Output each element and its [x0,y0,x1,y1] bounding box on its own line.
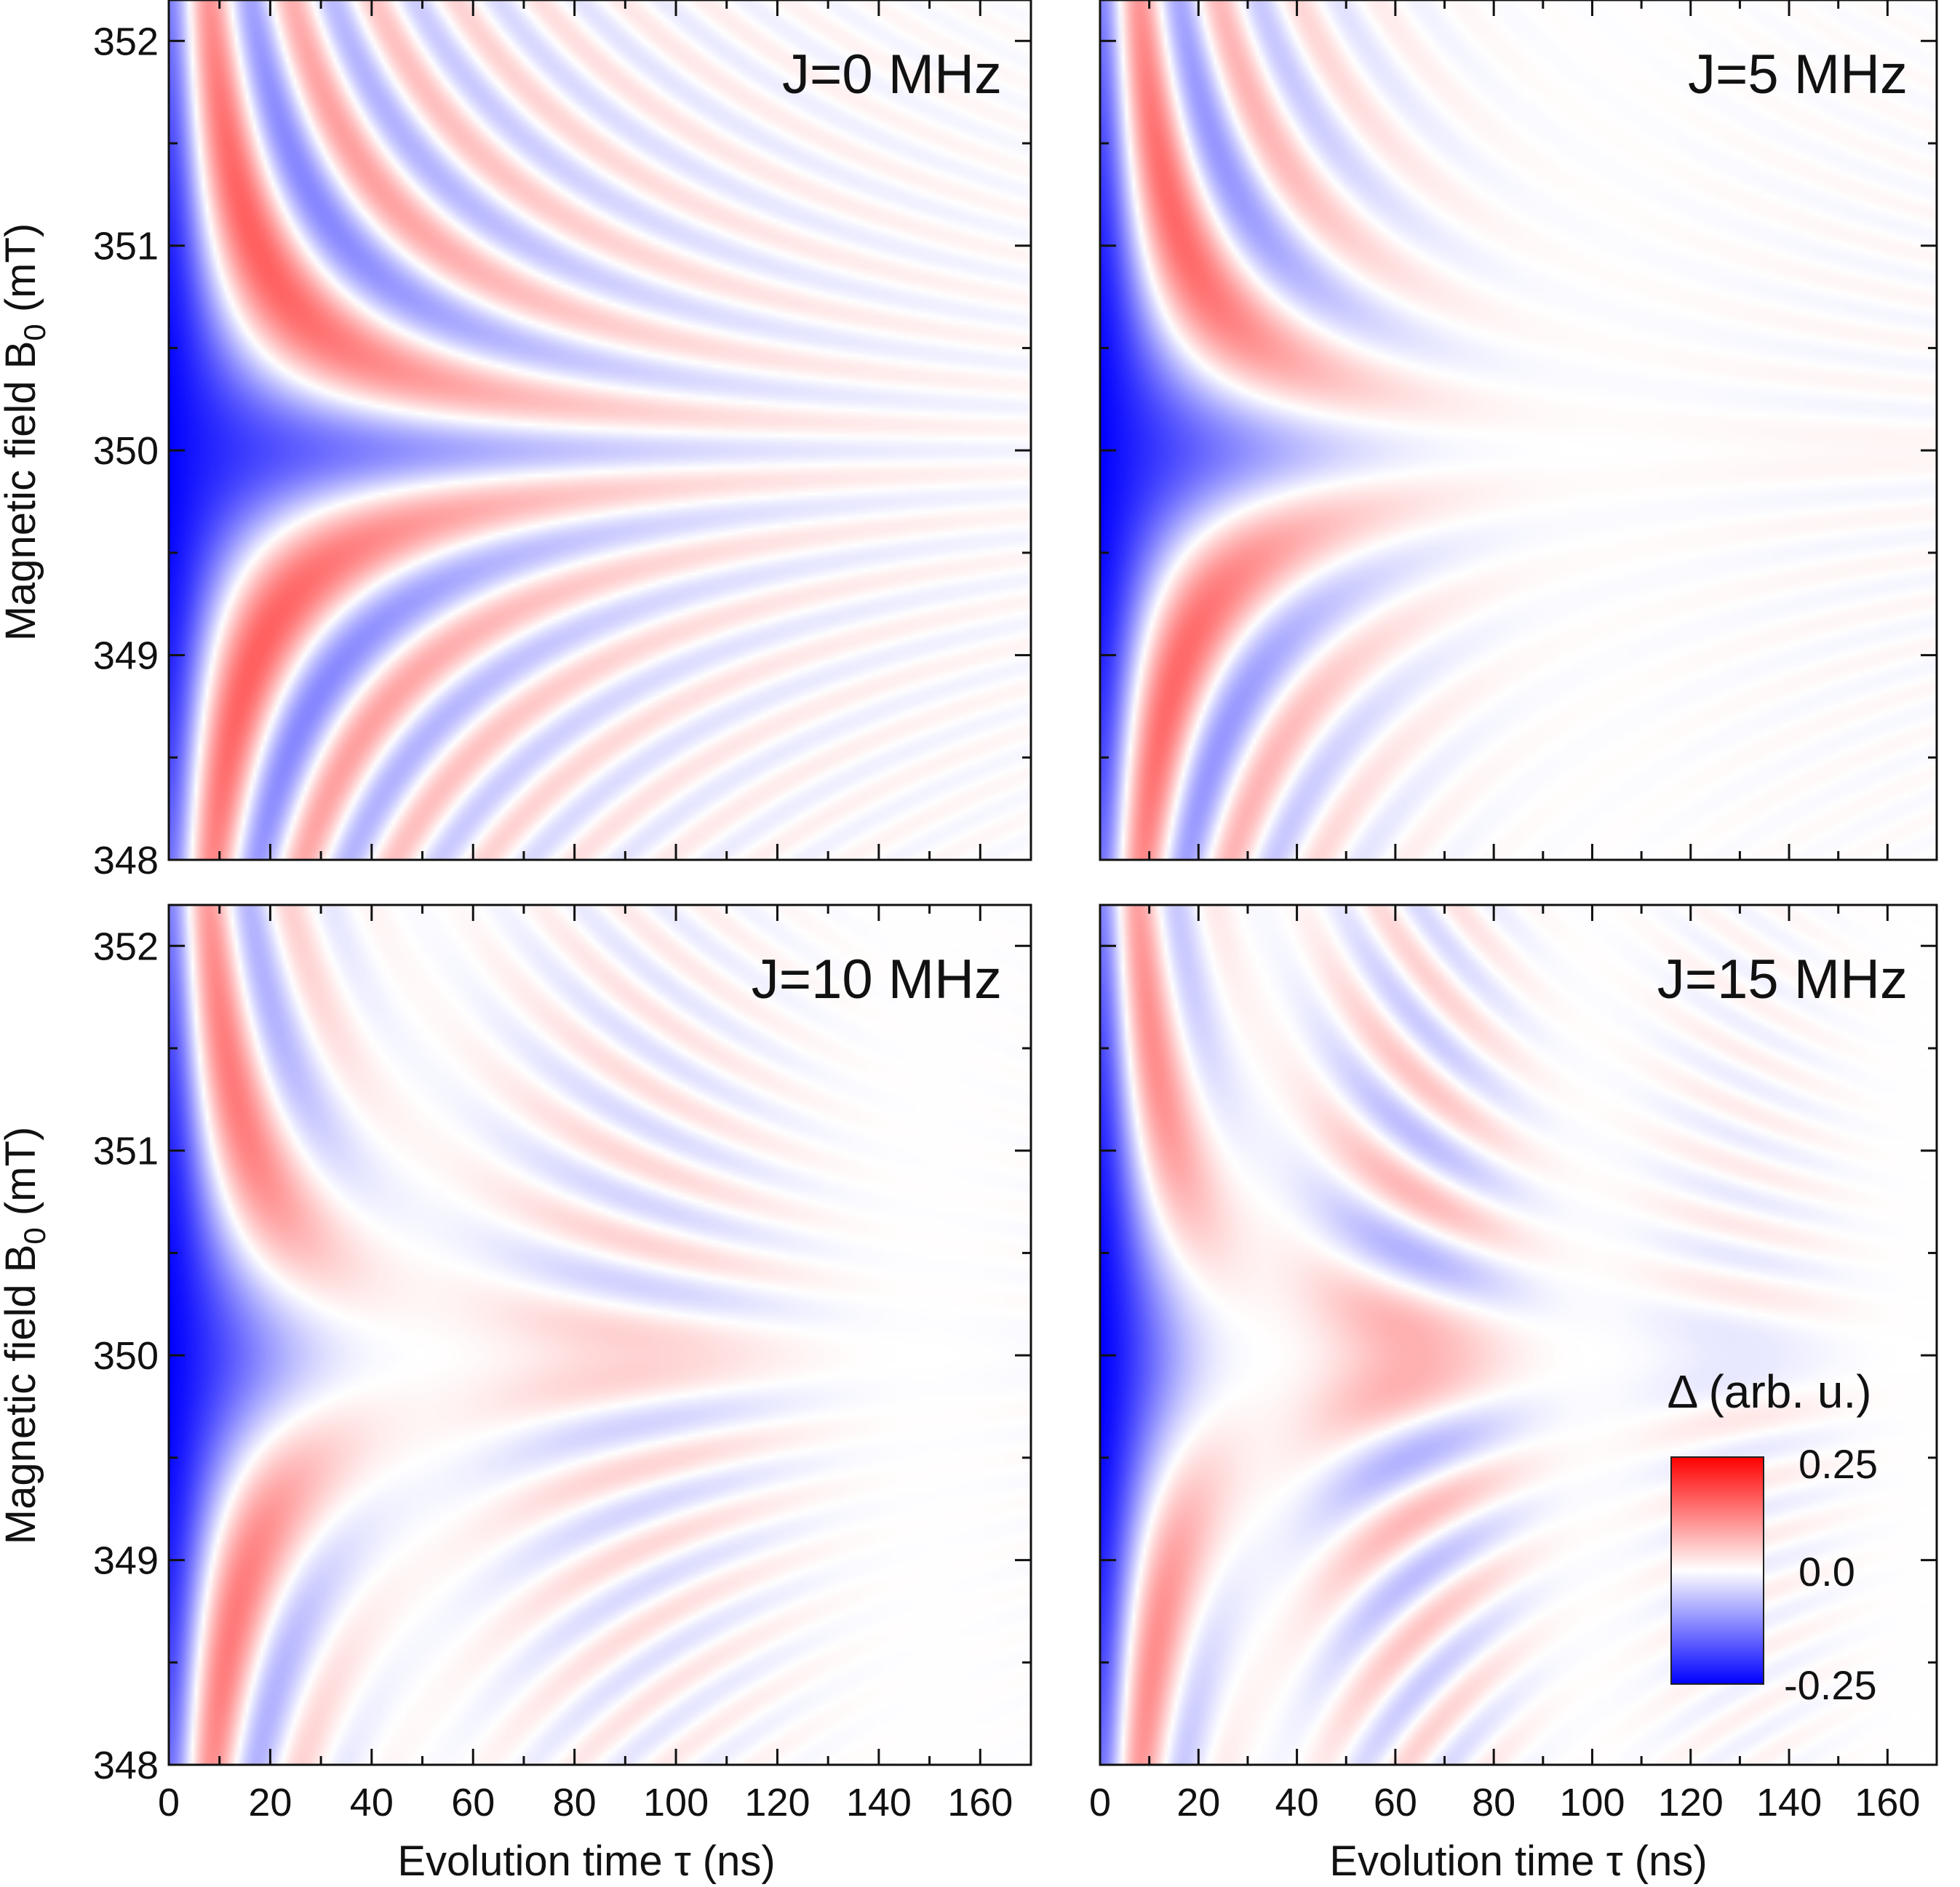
x-tick-label: 160 [947,1781,1013,1824]
x-axis-title-right: Evolution time τ (ns) [1329,1838,1707,1885]
y-tick-label: 350 [93,429,159,473]
y-axis-title-subscript: 0 [17,324,52,340]
colorbar-label-mid: 0.0 [1798,1549,1855,1595]
x-tick-label: 120 [1658,1781,1724,1824]
y-axis-title-main: Magnetic field B [0,1245,44,1545]
x-tick-label: 80 [1472,1781,1515,1824]
x-tick-label: 20 [1176,1781,1220,1824]
y-tick-label: 352 [93,20,159,63]
heatmap-1 [169,0,1031,860]
x-tick-label: 140 [1756,1781,1822,1824]
y-axis-title-subscript: 0 [17,1227,52,1244]
colorbar-label-max: 0.25 [1798,1441,1878,1487]
heatmap-2 [1100,0,1937,860]
x-tick-label: 40 [350,1781,394,1824]
panel-label: J=10 MHz [752,949,1002,1010]
panel-2: J=5 MHz [1099,0,1938,861]
y-axis-title-bottom: Magnetic field B0 (mT) [0,1127,52,1545]
y-axis-title-main: Magnetic field B [0,341,44,642]
plot-frame [167,0,1032,861]
x-tick-label: 100 [643,1781,709,1824]
panel-1: 348 349 350 351 352 J=0 MHz [93,0,1032,882]
y-axis-title-top: Magnetic field B0 (mT) [0,223,52,642]
x-tick-label: 120 [744,1781,810,1824]
axis-titles: Evolution time τ (ns) Evolution time τ (… [0,223,1708,1885]
panel-label: J=5 MHz [1688,44,1908,105]
panel-label: J=0 MHz [782,44,1002,105]
x-tick-label: 80 [553,1781,597,1824]
x-tick-label: 100 [1559,1781,1625,1824]
y-axis-title-unit: (mT) [0,223,44,324]
y-tick-label: 349 [93,634,159,678]
panels-layer: 348 349 350 351 352 J=0 MHz J=5 MHz 0 20 40 60 80 10… [93,0,1938,1824]
x-tick-label: 140 [846,1781,912,1824]
colorbar-label-min: -0.25 [1784,1662,1877,1708]
plot-frame [1099,0,1938,861]
y-axis-title-unit: (mT) [0,1127,44,1228]
x-axis-title-left: Evolution time τ (ns) [397,1838,775,1885]
y-tick-label: 352 [93,925,159,968]
panel-4: 0 20 40 60 80 100 120 140 160 J=15 MHz [1089,903,1938,1824]
plot-frame [1099,903,1938,1766]
x-tick-label: 20 [248,1781,292,1824]
heatmap-4 [1100,905,1937,1765]
x-tick-label: 40 [1275,1781,1319,1824]
x-tick-label: 0 [158,1781,180,1824]
x-tick-label: 160 [1855,1781,1920,1824]
y-tick-label: 348 [93,839,159,882]
y-tick-label: 349 [93,1539,159,1583]
plot-frame [167,903,1032,1766]
heatmap-3 [169,905,1031,1765]
y-tick-label: 348 [93,1744,159,1787]
panel-3: 0 20 40 60 80 100 120 140 160 348 349 350 351 352 J=10… [93,903,1032,1824]
y-tick-label: 350 [93,1334,159,1378]
colorbar-title: Δ (arb. u.) [1667,1365,1871,1418]
panel-label: J=15 MHz [1657,949,1908,1010]
colorbar: Δ (arb. u.) 0.25 0.0 -0.25 [1667,1365,1878,1708]
y-tick-label: 351 [93,225,159,268]
x-tick-label: 0 [1089,1781,1111,1824]
x-tick-label: 60 [1374,1781,1417,1824]
colorbar-gradient [1670,1456,1764,1685]
x-tick-label: 60 [451,1781,495,1824]
y-tick-label: 351 [93,1130,159,1173]
